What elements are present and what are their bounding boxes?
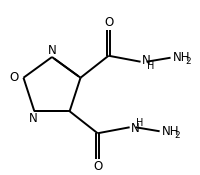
Text: N: N <box>29 112 38 125</box>
Text: O: O <box>9 71 18 84</box>
Text: 2: 2 <box>175 131 180 140</box>
Text: O: O <box>93 160 102 173</box>
Text: O: O <box>104 16 113 29</box>
Text: N: N <box>142 54 150 67</box>
Text: NH: NH <box>173 51 190 64</box>
Text: N: N <box>48 44 56 57</box>
Text: H: H <box>147 61 154 71</box>
Text: H: H <box>136 118 144 128</box>
Text: 2: 2 <box>186 57 191 66</box>
Text: NH: NH <box>162 125 179 138</box>
Text: N: N <box>131 122 139 135</box>
